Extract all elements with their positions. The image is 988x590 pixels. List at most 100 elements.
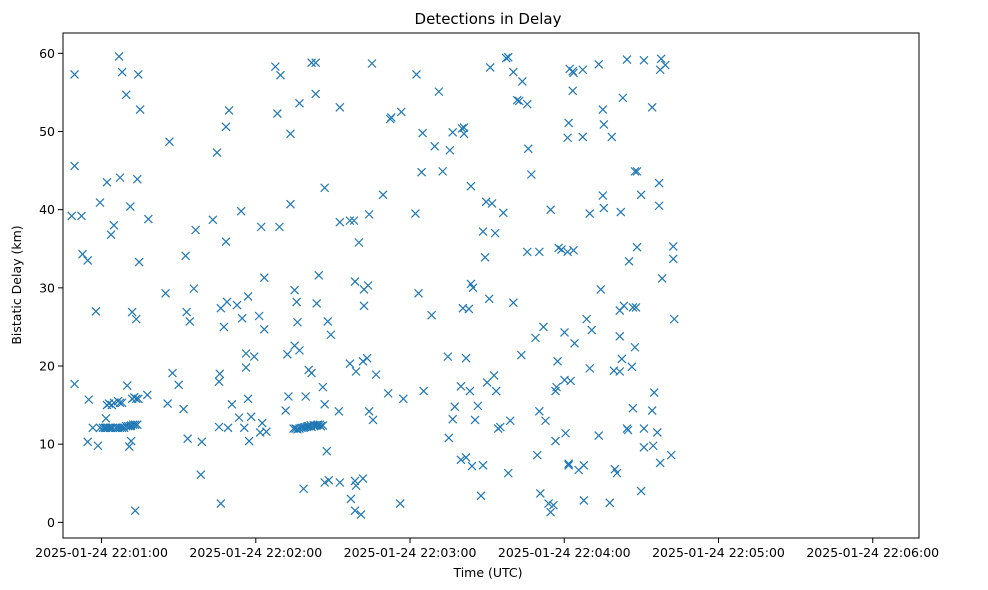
data-point bbox=[364, 406, 374, 416]
y-tick-label: 20 bbox=[39, 359, 55, 374]
data-point bbox=[259, 273, 269, 283]
data-point bbox=[191, 225, 201, 235]
data-point bbox=[244, 436, 254, 446]
data-point bbox=[612, 468, 622, 478]
data-point bbox=[478, 227, 488, 236]
data-point bbox=[468, 283, 478, 293]
data-point bbox=[131, 314, 141, 324]
data-point bbox=[215, 369, 225, 379]
data-point bbox=[133, 394, 143, 404]
data-point bbox=[214, 377, 224, 387]
data-point bbox=[115, 398, 125, 408]
data-point bbox=[83, 256, 93, 265]
data-point bbox=[227, 399, 237, 409]
data-point bbox=[478, 460, 488, 470]
data-point bbox=[599, 203, 609, 213]
y-axis: 0 10 20 30 40 50 60 bbox=[39, 46, 63, 530]
data-point bbox=[311, 89, 321, 99]
data-point bbox=[398, 394, 408, 404]
data-point bbox=[181, 251, 191, 261]
data-point bbox=[351, 367, 361, 376]
data-point bbox=[345, 216, 355, 226]
data-point bbox=[122, 381, 132, 390]
data-point bbox=[286, 129, 295, 139]
data-point bbox=[197, 437, 207, 447]
data-point bbox=[666, 450, 676, 460]
data-point bbox=[378, 190, 388, 200]
data-point bbox=[320, 399, 330, 409]
data-point bbox=[128, 420, 138, 430]
data-point bbox=[88, 423, 98, 433]
data-point bbox=[508, 298, 518, 308]
data-point bbox=[299, 484, 309, 494]
data-point bbox=[179, 404, 188, 414]
data-point bbox=[657, 274, 667, 283]
data-point bbox=[383, 388, 393, 398]
data-point bbox=[564, 460, 574, 470]
data-point bbox=[570, 338, 579, 348]
data-point bbox=[443, 352, 453, 362]
data-point bbox=[241, 363, 251, 373]
data-point bbox=[649, 388, 659, 398]
data-point bbox=[419, 386, 429, 396]
data-point bbox=[83, 437, 93, 447]
data-point bbox=[130, 506, 140, 516]
data-point bbox=[444, 433, 454, 443]
data-point bbox=[221, 122, 231, 132]
data-point bbox=[541, 416, 550, 426]
data-point bbox=[459, 129, 469, 139]
chart-title: Detections in Delay bbox=[415, 10, 562, 28]
data-point bbox=[647, 406, 657, 416]
data-point bbox=[350, 277, 360, 287]
data-point bbox=[648, 441, 658, 451]
data-point bbox=[476, 491, 486, 501]
x-tick-label: 2025-01-24 22:01:00 bbox=[35, 545, 168, 560]
data-point bbox=[234, 413, 244, 423]
data-point bbox=[668, 254, 678, 264]
data-point bbox=[568, 86, 578, 96]
data-point bbox=[359, 301, 369, 311]
data-point bbox=[430, 141, 440, 151]
data-point bbox=[290, 285, 300, 295]
data-point bbox=[551, 436, 560, 446]
data-point bbox=[221, 237, 231, 247]
data-point bbox=[470, 415, 480, 425]
data-point bbox=[485, 62, 495, 72]
x-tick-label: 2025-01-24 22:02:00 bbox=[189, 545, 322, 560]
data-point bbox=[473, 401, 483, 411]
data-point bbox=[354, 238, 364, 247]
data-point bbox=[334, 406, 344, 416]
data-point bbox=[106, 230, 116, 240]
data-point bbox=[101, 413, 111, 423]
data-point bbox=[427, 310, 437, 320]
data-point bbox=[639, 55, 649, 65]
data-point bbox=[396, 107, 406, 117]
data-point bbox=[482, 378, 492, 387]
data-point bbox=[503, 52, 513, 62]
y-axis-title: Bistatic Delay (km) bbox=[9, 225, 24, 344]
data-point bbox=[632, 242, 642, 252]
data-point bbox=[363, 281, 373, 290]
data-point bbox=[132, 420, 142, 430]
data-point bbox=[335, 478, 345, 487]
data-point bbox=[557, 245, 566, 254]
data-point bbox=[445, 145, 455, 155]
data-point bbox=[320, 478, 330, 487]
data-point bbox=[134, 257, 144, 267]
data-point bbox=[132, 174, 142, 184]
data-point bbox=[70, 70, 79, 79]
data-point bbox=[522, 247, 532, 257]
data-point bbox=[168, 368, 177, 378]
data-point bbox=[241, 349, 251, 358]
data-point bbox=[508, 67, 518, 77]
data-point bbox=[594, 59, 604, 69]
data-point bbox=[564, 118, 574, 128]
y-tick-label: 40 bbox=[39, 202, 55, 217]
data-point bbox=[628, 403, 638, 413]
data-point bbox=[223, 423, 233, 433]
data-point bbox=[320, 183, 330, 193]
data-point bbox=[624, 256, 634, 266]
data-point bbox=[345, 359, 355, 369]
y-tick-label: 0 bbox=[47, 515, 55, 530]
data-point bbox=[623, 425, 633, 435]
